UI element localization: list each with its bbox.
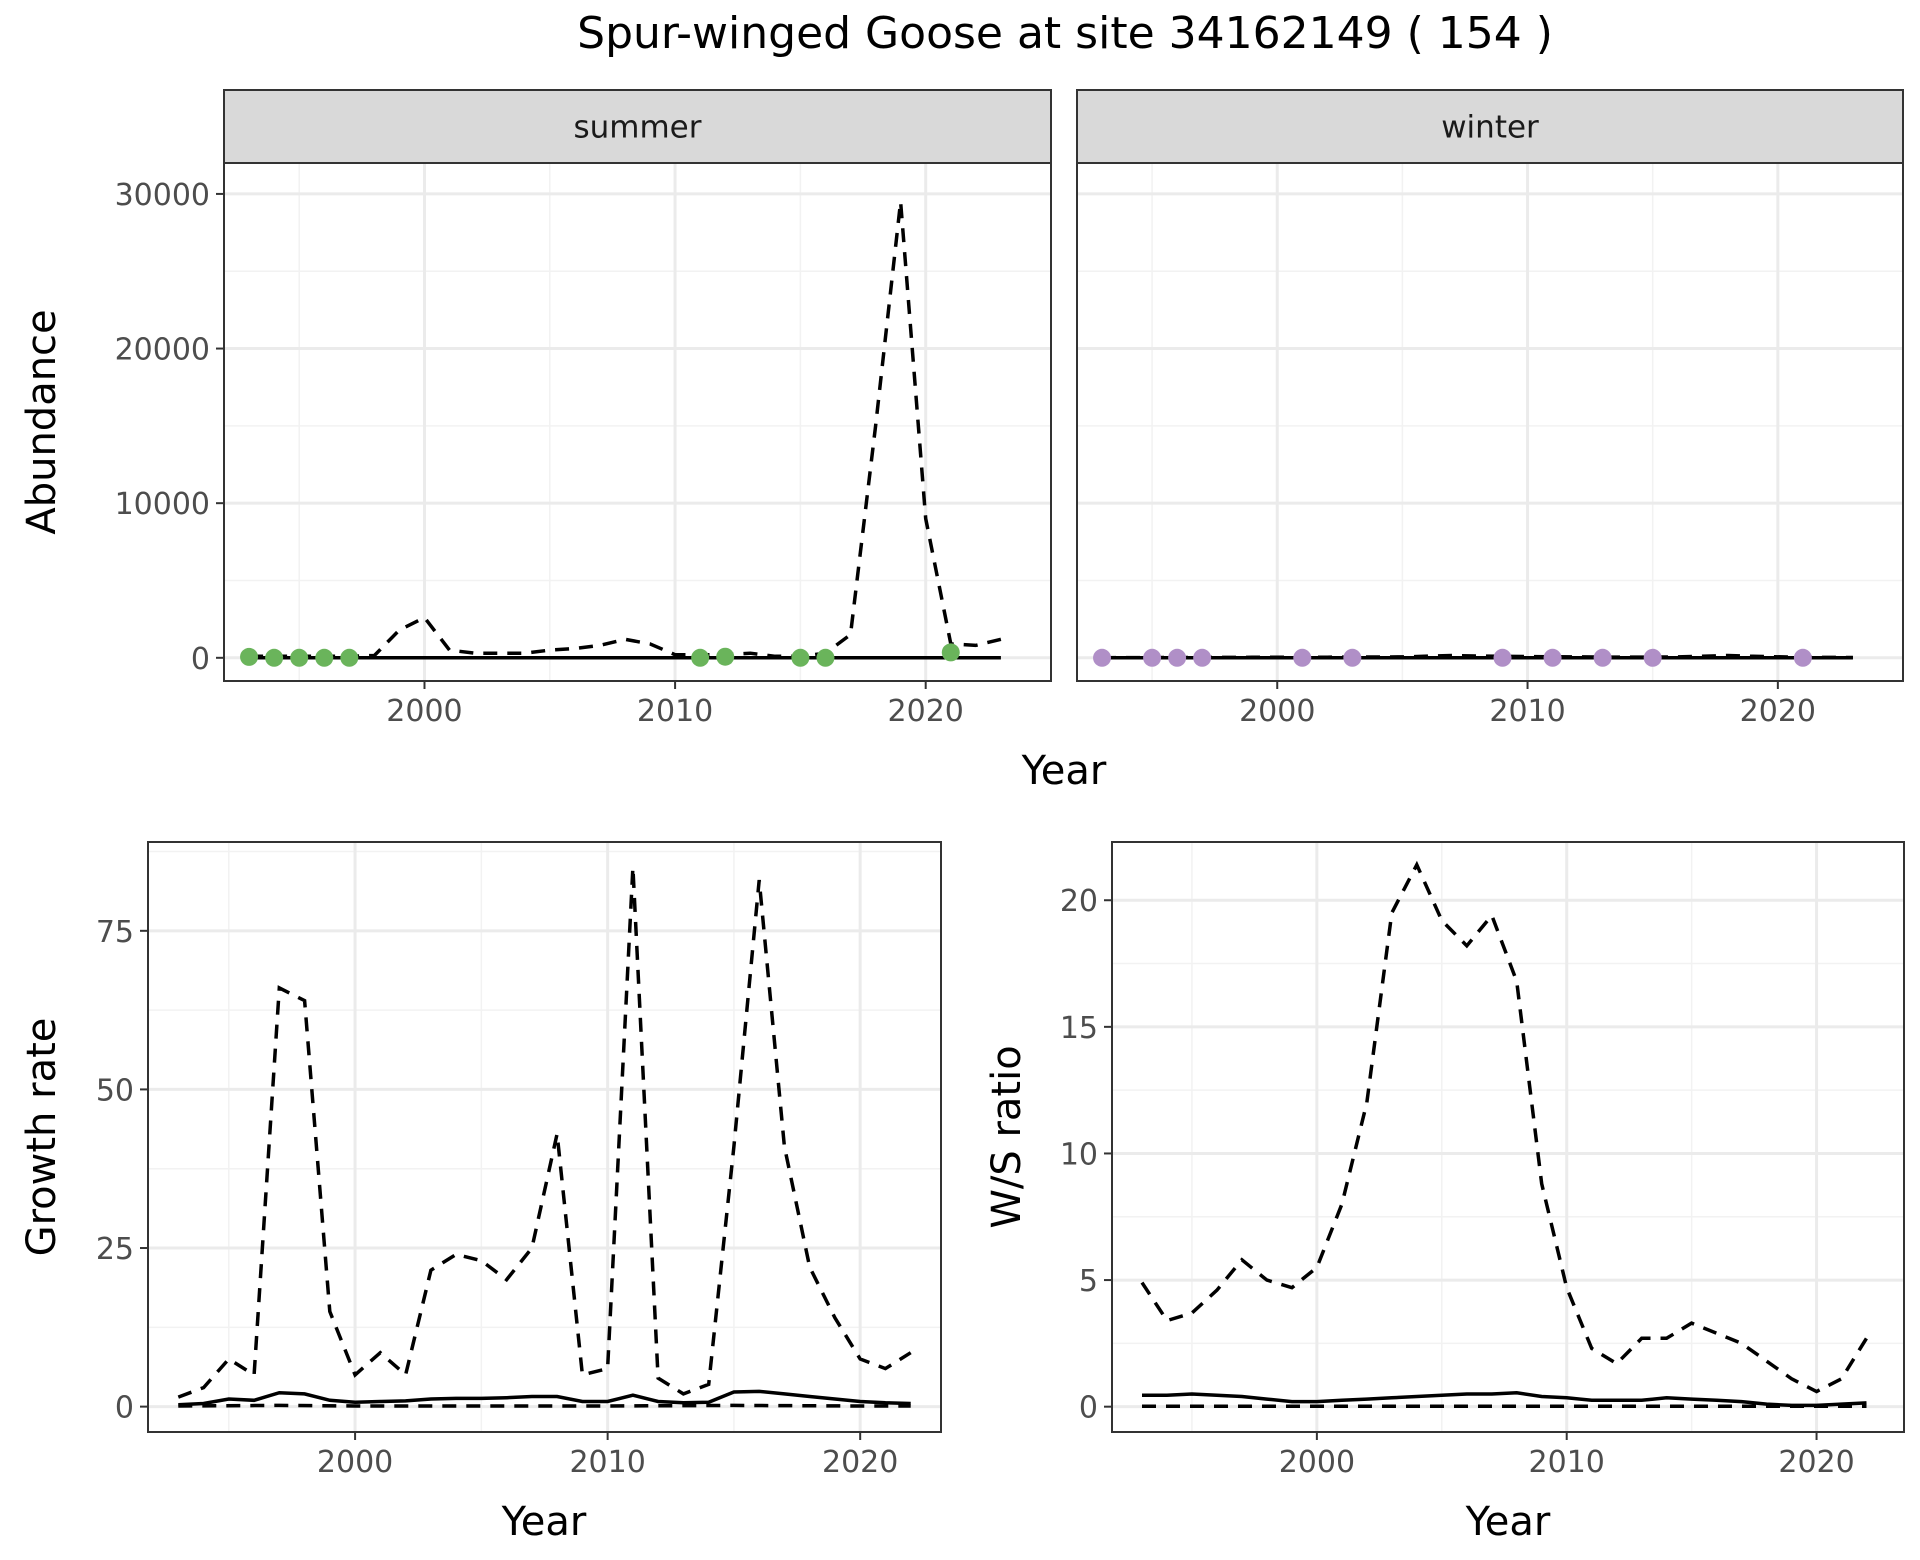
abundance-winter-data-point (1493, 648, 1512, 667)
abundance-winter-data-point (1293, 648, 1312, 667)
abundance-summer-y-tick-label: 20000 (115, 333, 210, 368)
abundance-summer-panel: summer 2000 2010 2020 0 10000 20000 30000 (115, 89, 1052, 729)
abundance-winter-panel: winter 2000 2010 2020 (1076, 89, 1904, 729)
ws-ratio-plot-background (1112, 842, 1904, 1432)
abundance-winter-data-point (1593, 648, 1612, 667)
abundance-summer-data-point (315, 648, 334, 667)
ws-ratio-x-tick-label: 2020 (1778, 1445, 1854, 1480)
abundance-winter-data-point (1643, 648, 1662, 667)
abundance-summer-data-point (265, 648, 284, 667)
abundance-summer-data-point (691, 648, 710, 667)
abundance-summer-strip (223, 89, 1052, 164)
abundance-summer-data-point (816, 648, 835, 667)
abundance-winter-data-point (1093, 648, 1112, 667)
abundance-winter-plot-background (1077, 163, 1903, 681)
abundance-winter-strip-label: winter (1441, 110, 1539, 146)
abundance-winter-data-point (1168, 648, 1187, 667)
ws-ratio-y-tick-label: 0 (1079, 1391, 1098, 1426)
ws-ratio-panel-border (1111, 841, 1905, 1433)
ws-ratio-y-tick-label: 15 (1060, 1011, 1098, 1046)
abundance-summer-x-tick-label: 2010 (637, 694, 713, 729)
abundance-summer-data-point (240, 647, 259, 666)
growth-series-2-solid-line (178, 1389, 911, 1407)
growth-y-tick-label: 50 (96, 1073, 134, 1108)
growth-series-1-dashed-line (177, 867, 912, 1399)
abundance-winter-data-point (1143, 648, 1162, 667)
abundance-winter-data-point (1793, 648, 1812, 667)
growth-panel: 2000 2010 2020 0 25 50 75 (96, 841, 942, 1480)
ws-ratio-x-tick-label: 2010 (1529, 1445, 1605, 1480)
ws-ratio-y-axis-title: W/S ratio (984, 1045, 1030, 1228)
abundance-summer-data-point (941, 643, 960, 662)
abundance-summer-y-tick-label: 0 (191, 642, 210, 677)
abundance-winter-x-tick-label: 2010 (1489, 694, 1565, 729)
ws-ratio-y-tick-label: 20 (1060, 884, 1098, 919)
abundance-summer-y-tick-label: 30000 (115, 178, 210, 213)
growth-x-tick-label: 2020 (822, 1445, 898, 1480)
abundance-summer-x-tick-label: 2000 (386, 694, 462, 729)
ws-ratio-series-1-dashed-line (1140, 860, 1868, 1394)
growth-y-tick-label: 25 (96, 1232, 134, 1267)
growth-panel-border (147, 841, 942, 1433)
abundance-winter-data-point (1343, 648, 1362, 667)
abundance-summer-data-point (340, 648, 359, 667)
growth-plot-background (148, 842, 941, 1432)
ws-ratio-y-tick-label: 5 (1079, 1264, 1098, 1299)
ws-ratio-y-tick-label: 10 (1060, 1137, 1098, 1172)
abundance-winter-x-tick-label: 2020 (1740, 694, 1816, 729)
ws-ratio-panel: 2000 2010 2020 0 5 10 15 20 (1060, 841, 1905, 1480)
abundance-summer-data-point (791, 648, 810, 667)
abundance-summer-data-point (290, 648, 309, 667)
abundance-winter-data-point (1543, 648, 1562, 667)
abundance-summer-x-tick-label: 2020 (888, 694, 964, 729)
abundance-winter-data-point (1193, 648, 1212, 667)
growth-y-tick-label: 0 (115, 1391, 134, 1426)
abundance-winter-strip (1076, 89, 1904, 164)
growth-x-tick-label: 2010 (569, 1445, 645, 1480)
abundance-summer-strip-label: summer (573, 110, 701, 146)
growth-y-tick-label: 75 (96, 915, 134, 950)
abundance-summer-data-point (716, 647, 735, 666)
abundance-y-axis-title: Abundance (19, 309, 65, 534)
abundance-x-axis-title: Year (1021, 748, 1107, 794)
growth-x-tick-label: 2000 (317, 1445, 393, 1480)
ws-ratio-series-2-solid-line (1142, 1391, 1867, 1408)
abundance-winter-x-tick-label: 2000 (1239, 694, 1315, 729)
abundance-summer-series-2-dashed-line (249, 201, 1002, 659)
abundance-summer-y-tick-label: 10000 (115, 487, 210, 522)
abundance-summer-plot-background (224, 163, 1051, 681)
growth-y-axis-title: Growth rate (19, 1018, 65, 1257)
growth-series-3-dashed-line (178, 1403, 911, 1408)
ws-ratio-x-axis-title: Year (1465, 1499, 1551, 1545)
abundance-winter-series-2-dashed-line (1101, 653, 1853, 660)
figure-title: Spur-winged Goose at site 34162149 ( 154… (577, 8, 1553, 59)
ws-ratio-x-tick-label: 2000 (1279, 1445, 1355, 1480)
growth-x-axis-title: Year (501, 1499, 587, 1545)
